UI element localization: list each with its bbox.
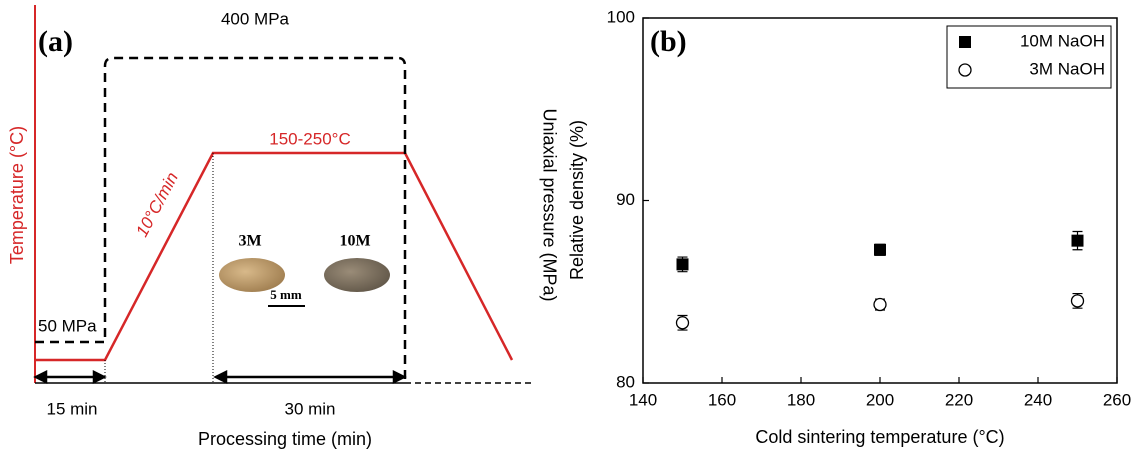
annotation: 15 min	[46, 399, 97, 418]
x-axis-title: Processing time (min)	[198, 429, 372, 449]
y-tick-label: 100	[607, 7, 635, 26]
y-axis-title: Temperature (°C)	[7, 126, 27, 264]
panel-b: (b) Cold sintering temperature (°C) Rela…	[567, 7, 1131, 446]
x-tick-label: 160	[708, 390, 736, 409]
legend-label: 10M NaOH	[1020, 31, 1105, 50]
legend-box	[946, 25, 1112, 89]
x-tick-label: 260	[1103, 390, 1131, 409]
annotation: 50 MPa	[38, 316, 97, 335]
y-axis-title: Relative density (%)	[567, 120, 587, 280]
y-tick-label: 90	[616, 190, 635, 209]
marker	[675, 316, 690, 330]
marker	[958, 63, 972, 77]
y-tick-label: 80	[616, 372, 635, 391]
marker	[959, 36, 971, 48]
x-tick-label: 200	[866, 390, 894, 409]
annotation: 30 min	[284, 399, 335, 418]
panel-label: (a)	[38, 25, 73, 58]
pressure-profile	[35, 56, 407, 383]
panel-a: (a) 400 MPa 50 MPa 150-250°C 10°C/min 3M…	[7, 5, 559, 449]
x-tick-label: 140	[629, 390, 657, 409]
legend-label: 3M NaOH	[1029, 59, 1105, 78]
x-tick-label: 220	[945, 390, 973, 409]
marker	[1071, 234, 1084, 247]
annotation: 10M	[339, 233, 370, 250]
marker	[676, 258, 689, 271]
annotation: 150-250°C	[269, 129, 350, 148]
interval-arrows	[33, 369, 407, 385]
x-tick-label: 180	[787, 390, 815, 409]
sample-photo	[219, 258, 285, 292]
marker	[873, 297, 887, 312]
annotation: 5 mm	[270, 287, 302, 302]
y2-axis-title: Uniaxial pressure (MPa)	[539, 108, 559, 301]
marker	[874, 243, 886, 256]
marker	[1070, 294, 1085, 308]
panel-label: (b)	[650, 25, 687, 58]
x-tick-label: 240	[1024, 390, 1052, 409]
annotation: 3M	[238, 233, 261, 250]
x-axis-title: Cold sintering temperature (°C)	[755, 427, 1004, 447]
sample-photo	[324, 258, 390, 292]
annotation: 400 MPa	[221, 9, 290, 28]
temperature-profile	[35, 151, 514, 362]
